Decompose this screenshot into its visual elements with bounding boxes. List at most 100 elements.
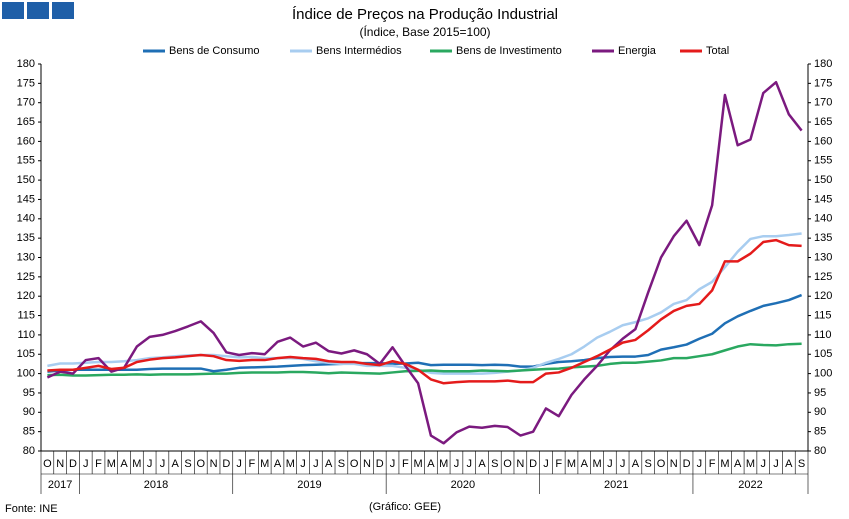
y2-tick-label: 135 (814, 232, 832, 244)
x-tick-label: A (172, 458, 180, 470)
x-tick-label: M (567, 458, 576, 470)
year-label: 2018 (144, 479, 168, 491)
x-tick-label: F (95, 458, 102, 470)
y2-tick-label: 115 (814, 309, 832, 321)
x-tick-label: F (709, 458, 716, 470)
y-tick-label: 145 (17, 193, 35, 205)
series-line (47, 293, 803, 373)
x-tick-label: J (147, 458, 153, 470)
x-tick-label: F (402, 458, 409, 470)
x-tick-label: A (785, 458, 793, 470)
x-tick-label: J (607, 458, 613, 470)
year-label: 2020 (451, 479, 475, 491)
y-tick-label: 85 (23, 426, 35, 438)
legend-label: Total (706, 45, 729, 57)
y-tick-label: 105 (17, 348, 35, 360)
y-tick-label: 175 (17, 77, 35, 89)
x-tick-label: J (313, 458, 319, 470)
x-tick-label: J (773, 458, 779, 470)
x-tick-label: O (43, 458, 52, 470)
chart-title: Índice de Preços na Produção Industrial (292, 6, 558, 23)
y-tick-label: 135 (17, 232, 35, 244)
y2-tick-label: 110 (814, 329, 832, 341)
x-tick-label: N (363, 458, 371, 470)
x-tick-label: M (132, 458, 141, 470)
y2-tick-label: 90 (814, 406, 826, 418)
x-tick-label: S (184, 458, 191, 470)
chart-subtitle: (Índice, Base 2015=100) (359, 24, 490, 39)
x-tick-label: O (197, 458, 206, 470)
year-label: 2022 (738, 479, 762, 491)
y2-tick-label: 180 (814, 58, 832, 70)
y-tick-label: 100 (17, 368, 35, 380)
x-tick-label: J (466, 458, 472, 470)
series-line (47, 342, 802, 377)
y-tick-label: 120 (17, 290, 35, 302)
credit: (Gráfico: GEE) (369, 501, 441, 513)
x-tick-label: J (454, 458, 460, 470)
x-tick-label: J (83, 458, 89, 470)
x-tick-label: M (592, 458, 601, 470)
y2-tick-label: 170 (814, 97, 832, 109)
y-tick-label: 180 (17, 58, 35, 70)
x-tick-label: N (670, 458, 678, 470)
y2-tick-label: 130 (814, 251, 832, 263)
x-tick-label: D (222, 458, 230, 470)
x-tick-label: F (249, 458, 256, 470)
x-tick-label: A (274, 458, 282, 470)
x-tick-label: O (350, 458, 359, 470)
x-tick-label: N (56, 458, 64, 470)
x-tick-label: O (503, 458, 512, 470)
y2-tick-label: 145 (814, 193, 832, 205)
y-tick-label: 80 (23, 445, 35, 457)
x-tick-label: M (746, 458, 755, 470)
y-tick-label: 170 (17, 97, 35, 109)
legend-label: Bens de Investimento (456, 45, 562, 57)
year-label: 2021 (604, 479, 628, 491)
logo-square (27, 2, 49, 19)
x-tick-label: J (761, 458, 767, 470)
x-tick-label: J (620, 458, 626, 470)
x-tick-label: A (325, 458, 333, 470)
legend-label: Bens Intermédios (316, 45, 402, 57)
y2-tick-label: 150 (814, 174, 832, 186)
y-tick-label: 140 (17, 213, 35, 225)
series-line (47, 232, 802, 375)
x-tick-label: S (798, 458, 805, 470)
y-tick-label: 115 (17, 309, 35, 321)
y2-tick-label: 95 (814, 387, 826, 399)
x-tick-label: M (414, 458, 423, 470)
x-tick-label: M (286, 458, 295, 470)
y2-tick-label: 120 (814, 290, 832, 302)
x-tick-label: J (697, 458, 703, 470)
series-line (46, 80, 803, 445)
y-tick-label: 110 (17, 329, 35, 341)
x-tick-label: J (160, 458, 166, 470)
y2-tick-label: 160 (814, 135, 832, 147)
y-tick-label: 95 (23, 387, 35, 399)
y2-tick-label: 85 (814, 426, 826, 438)
x-tick-label: D (683, 458, 691, 470)
x-tick-label: J (390, 458, 396, 470)
x-tick-label: A (581, 458, 589, 470)
x-tick-label: S (645, 458, 652, 470)
y2-tick-label: 100 (814, 368, 832, 380)
y-tick-label: 90 (23, 406, 35, 418)
x-tick-label: D (529, 458, 537, 470)
x-tick-label: D (376, 458, 384, 470)
x-tick-label: F (555, 458, 562, 470)
x-tick-label: A (120, 458, 128, 470)
y-tick-label: 160 (17, 135, 35, 147)
x-tick-label: N (516, 458, 524, 470)
y-tick-label: 155 (17, 155, 35, 167)
y2-tick-label: 80 (814, 445, 826, 457)
x-tick-label: M (107, 458, 116, 470)
y-tick-label: 165 (17, 116, 35, 128)
y-tick-label: 150 (17, 174, 35, 186)
x-tick-label: D (69, 458, 77, 470)
x-tick-label: A (734, 458, 742, 470)
x-tick-label: A (427, 458, 435, 470)
y-tick-label: 125 (17, 271, 35, 283)
x-tick-label: A (478, 458, 486, 470)
